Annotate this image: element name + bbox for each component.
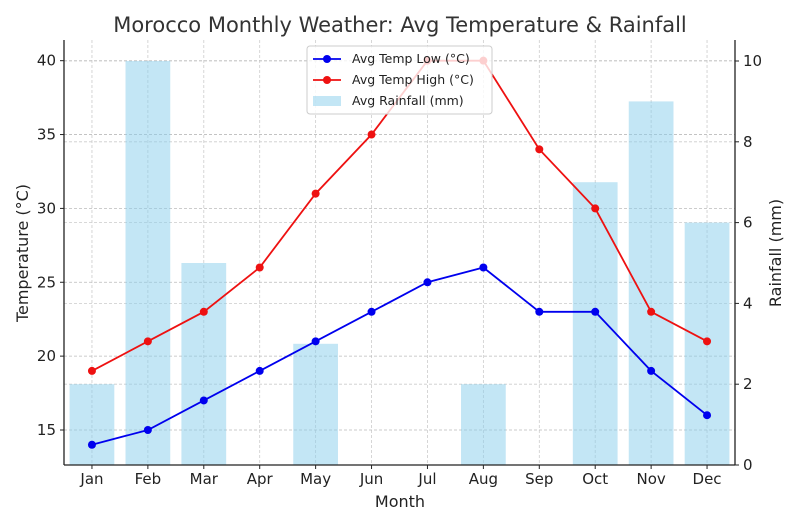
x-tick-label: Nov — [636, 470, 665, 488]
y-tick-label: 40 — [37, 52, 56, 70]
x-tick-label: May — [300, 470, 331, 488]
series-point — [255, 263, 264, 272]
legend-label: Avg Temp High (°C) — [352, 72, 474, 87]
series-point — [647, 366, 656, 375]
y2-axis-label: Rainfall (mm) — [766, 199, 785, 307]
legend: Avg Temp Low (°C) Avg Temp High (°C) Avg R… — [306, 45, 493, 115]
series-point — [87, 440, 96, 449]
series-point — [479, 263, 488, 272]
legend-label: Avg Temp Low (°C) — [352, 51, 470, 66]
series-point — [199, 307, 208, 316]
legend-label: Avg Rainfall (mm) — [352, 93, 464, 108]
x-ticks: Jan Feb Mar Apr May Jun Jul Aug Sep Oct Nov Dec — [79, 465, 722, 488]
x-tick-label: Jul — [417, 470, 436, 488]
y-tick-label: 15 — [37, 421, 56, 439]
lines — [87, 56, 712, 449]
y-tick-label: 20 — [37, 347, 56, 365]
x-tick-label: Jan — [79, 470, 103, 488]
series-point — [311, 337, 320, 346]
series-point — [423, 278, 432, 287]
y2-tick-label: 8 — [743, 133, 753, 151]
series-point — [703, 337, 712, 346]
rainfall-bar — [293, 343, 338, 465]
y2-tick-label: 10 — [743, 52, 762, 70]
x-tick-label: Dec — [693, 470, 722, 488]
rainfall-bar — [181, 263, 227, 465]
x-tick-label: Apr — [247, 470, 274, 488]
series-point — [367, 130, 376, 139]
y2-tick-label: 0 — [743, 456, 753, 474]
series-point — [143, 425, 152, 434]
series-point — [647, 307, 656, 316]
series-point — [87, 366, 96, 375]
rainfall-bar — [69, 384, 115, 465]
y-axis-label: Temperature (°C) — [13, 184, 32, 323]
series-point — [199, 396, 208, 405]
y2-tick-label: 4 — [743, 294, 753, 312]
bars — [69, 61, 730, 466]
series-point — [535, 145, 544, 154]
series-point — [703, 411, 712, 420]
series-point — [255, 366, 264, 375]
y-tick-label: 30 — [37, 199, 56, 217]
x-axis-label: Month — [375, 492, 425, 511]
x-tick-label: Feb — [135, 470, 162, 488]
y2-ticks: 0 2 4 6 8 10 — [735, 52, 762, 474]
x-tick-label: Aug — [469, 470, 498, 488]
x-tick-label: Sep — [525, 470, 553, 488]
chart-title: Morocco Monthly Weather: Avg Temperature… — [113, 13, 687, 37]
series-point — [535, 307, 544, 316]
x-tick-label: Oct — [582, 470, 608, 488]
y2-tick-label: 2 — [743, 375, 753, 393]
legend-marker — [323, 76, 331, 84]
rainfall-bar — [461, 384, 506, 465]
y-tick-label: 25 — [37, 273, 56, 291]
rainfall-bar — [572, 182, 618, 465]
rainfall-bar — [125, 61, 171, 466]
legend-bar-swatch — [313, 96, 341, 106]
y-ticks: 15 20 25 30 35 40 — [37, 52, 64, 439]
series-point — [591, 204, 600, 213]
legend-box — [306, 45, 493, 115]
series-point — [367, 307, 376, 316]
axes — [63, 40, 736, 466]
series-point — [311, 189, 320, 198]
x-tick-label: Jun — [359, 470, 383, 488]
series-point — [143, 337, 152, 346]
series-point — [591, 307, 600, 316]
y-tick-label: 35 — [37, 126, 56, 144]
x-tick-label: Mar — [190, 470, 219, 488]
legend-marker — [323, 55, 331, 63]
series-line — [91, 266, 708, 446]
y2-tick-label: 6 — [743, 214, 753, 232]
